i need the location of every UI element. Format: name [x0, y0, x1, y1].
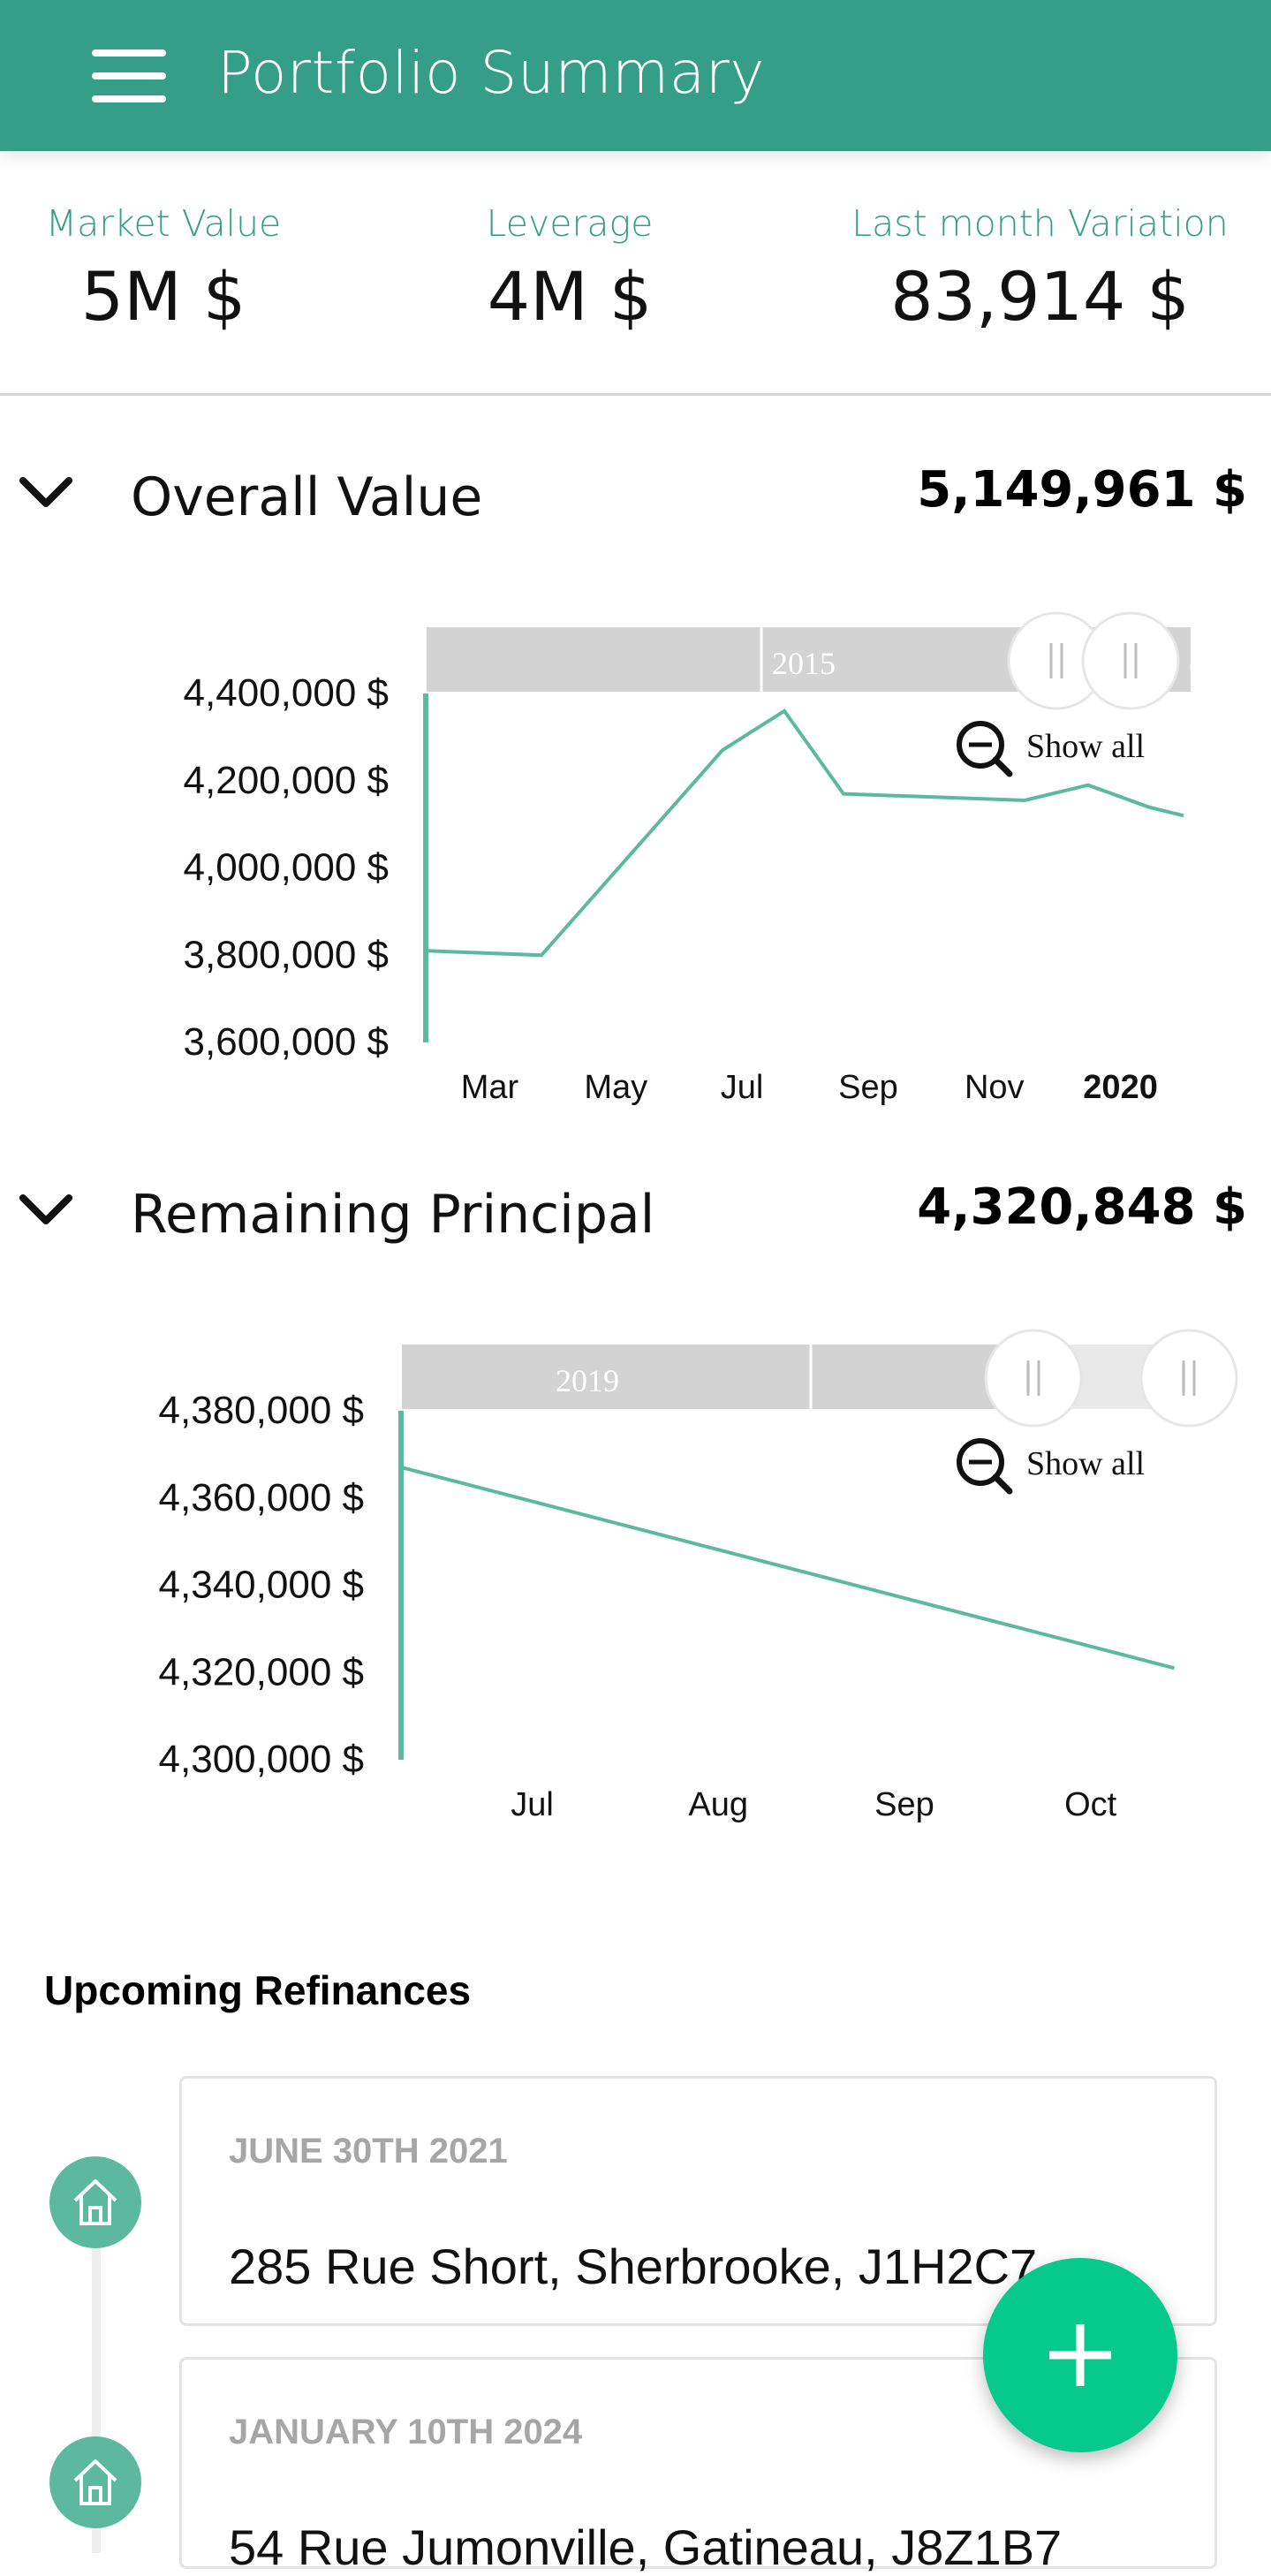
series-line: [426, 708, 1184, 958]
navigator-handle-right[interactable]: [1081, 611, 1180, 710]
zoom-out-icon: [957, 721, 1013, 777]
y-tick-label: 4,200,000 $: [184, 759, 389, 802]
navigator-label: 2019: [556, 1363, 619, 1398]
overall-value-chart: 4,400,000 $ 4,200,000 $ 4,000,000 $ 3,800,0…: [184, 611, 1203, 1106]
timeline-marker: [49, 2156, 141, 2248]
refinance-address: 285 Rue Short, Sherbrooke, J1H2C7: [229, 2239, 1038, 2294]
y-tick-label: 4,340,000 $: [159, 1564, 364, 1607]
y-tick-label: 4,300,000 $: [159, 1738, 364, 1781]
remaining-principal-header[interactable]: Remaining Principal 4,320,848 $: [0, 1157, 1271, 1263]
x-tick-label: Aug: [688, 1786, 748, 1823]
series-line: [401, 1466, 1176, 1671]
refinance-date: JANUARY 10TH 2024: [229, 2413, 583, 2451]
home-icon: [73, 2179, 117, 2225]
x-tick-label: 2020: [1083, 1069, 1158, 1106]
hamburger-menu-icon[interactable]: [92, 49, 166, 102]
y-tick-label: 4,400,000 $: [184, 671, 389, 715]
kpi-last-month-variation: Last month Variation 83,914 $: [821, 202, 1259, 336]
chevron-down-icon[interactable]: [19, 1193, 72, 1228]
kpi-row: Market Value 5M $ Leverage 4M $ Last mon…: [0, 151, 1271, 396]
section-title: Remaining Principal: [131, 1184, 655, 1246]
show-all-button[interactable]: Show all: [957, 1438, 1145, 1495]
navigator-overflow-label: c: [1189, 646, 1203, 681]
y-tick-label: 4,000,000 $: [184, 846, 389, 890]
y-tick-label: 3,800,000 $: [184, 933, 389, 976]
y-tick-label: 4,380,000 $: [159, 1389, 364, 1432]
x-tick-label: Sep: [838, 1069, 898, 1106]
show-all-label: Show all: [1026, 1445, 1145, 1482]
kpi-value: 83,914 $: [890, 257, 1190, 336]
app-bar: Portfolio Summary: [0, 0, 1271, 151]
kpi-label: Last month Variation: [851, 202, 1229, 245]
zoom-out-icon: [957, 1438, 1013, 1495]
overall-value-header[interactable]: Overall Value 5,149,961 $: [0, 440, 1271, 546]
navigator-handle-right[interactable]: [1139, 1329, 1238, 1428]
navigator-label: 2015: [772, 646, 836, 681]
y-tick-label: 4,360,000 $: [159, 1476, 364, 1519]
plus-icon: [1049, 2324, 1111, 2386]
section-value: 5,149,961 $: [917, 461, 1247, 519]
refinance-address: 54 Rue Jumonville, Gatineau, J8Z1B7: [229, 2519, 1063, 2575]
add-button[interactable]: [983, 2258, 1177, 2452]
show-all-button[interactable]: Show all: [957, 721, 1145, 777]
x-tick-label: Sep: [874, 1786, 934, 1823]
page-title: Portfolio Summary: [217, 39, 765, 107]
refinances-title: Upcoming Refinances: [44, 1967, 472, 2013]
kpi-market-value: Market Value 5M $: [0, 202, 327, 336]
navigator-handle-left[interactable]: [1007, 611, 1106, 710]
x-tick-label: Nov: [965, 1069, 1025, 1106]
timeline-line: [92, 2200, 101, 2553]
kpi-value: 5M $: [80, 257, 246, 336]
x-tick-label: Oct: [1064, 1786, 1117, 1823]
kpi-label: Leverage: [486, 202, 654, 245]
x-tick-label: May: [584, 1069, 647, 1106]
timeline-marker: [49, 2436, 141, 2528]
refinance-date: JUNE 30TH 2021: [229, 2132, 508, 2171]
x-axis-labels: Mar May Jul Sep Nov 2020: [461, 1069, 1158, 1106]
section-title: Overall Value: [131, 466, 483, 528]
kpi-value: 4M $: [487, 257, 653, 336]
home-icon: [73, 2459, 117, 2505]
kpi-label: Market Value: [45, 202, 282, 245]
x-tick-label: Jul: [511, 1786, 554, 1823]
chevron-down-icon[interactable]: [19, 475, 72, 511]
y-axis-labels: 4,400,000 $ 4,200,000 $ 4,000,000 $ 3,800,0…: [184, 671, 389, 1064]
y-tick-label: 4,320,000 $: [159, 1650, 364, 1693]
remaining-principal-chart: 4,380,000 $ 4,360,000 $ 4,340,000 $ 4,320,0…: [159, 1329, 1238, 1823]
kpi-leverage: Leverage 4M $: [406, 202, 733, 336]
x-tick-label: Mar: [461, 1069, 519, 1106]
show-all-label: Show all: [1026, 728, 1145, 765]
section-value: 4,320,848 $: [917, 1178, 1247, 1236]
x-tick-label: Jul: [721, 1069, 764, 1106]
y-axis-labels: 4,380,000 $ 4,360,000 $ 4,340,000 $ 4,320,0…: [159, 1389, 364, 1781]
navigator-handle-left[interactable]: [984, 1329, 1083, 1428]
x-axis-labels: Jul Aug Sep Oct: [511, 1786, 1116, 1823]
y-tick-label: 3,600,000 $: [184, 1020, 389, 1064]
